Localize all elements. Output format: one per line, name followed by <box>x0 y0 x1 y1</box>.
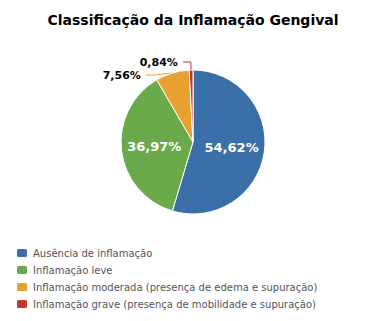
svg-text:Classificação da Inflamação Ge: Classificação da Inflamação Gengival <box>47 12 338 28</box>
svg-text:7,56%: 7,56% <box>103 69 141 82</box>
svg-text:0,84%: 0,84% <box>140 56 178 69</box>
svg-text:Ausência de inflamação: Ausência de inflamação <box>33 248 152 259</box>
svg-text:36,97%: 36,97% <box>127 139 181 154</box>
svg-text:Inflamação leve: Inflamação leve <box>33 265 113 276</box>
svg-text:54,62%: 54,62% <box>205 140 259 155</box>
svg-text:Inflamação moderada (presença: Inflamação moderada (presença de edema e… <box>33 282 317 293</box>
svg-text:Inflamação grave (presença de: Inflamação grave (presença de mobilidade… <box>33 299 316 310</box>
